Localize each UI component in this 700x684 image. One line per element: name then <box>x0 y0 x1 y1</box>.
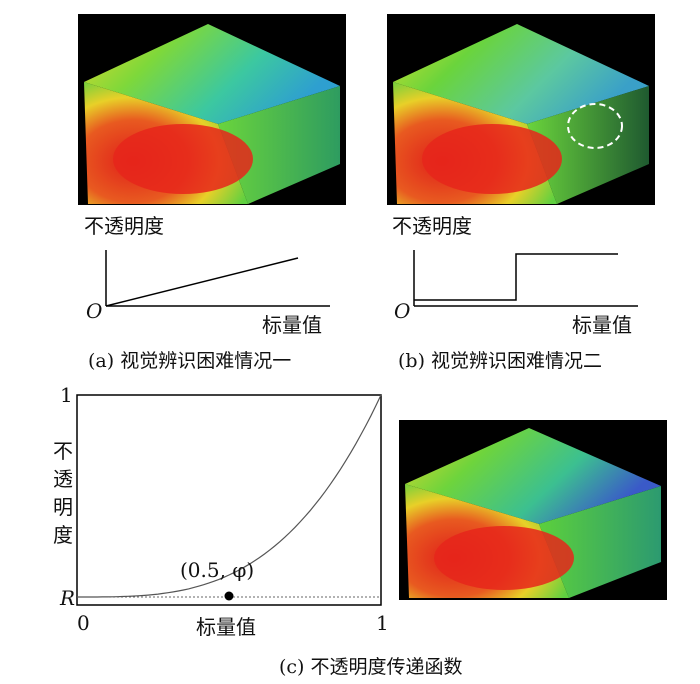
volume-render-b <box>387 14 655 205</box>
panel-c-y-label-char: 度 <box>53 523 73 547</box>
volume-render-b-image <box>393 24 649 204</box>
panel-b-x-label: 标量值 <box>572 313 632 337</box>
panel-c-y-label-char: 不 <box>53 439 73 463</box>
panel-c-x-tick-min: 0 <box>77 611 90 635</box>
panel-a-caption: (a) 视觉辨识困难情况一 <box>88 350 292 372</box>
panel-c-point-label: (0.5, φ) <box>180 558 255 582</box>
panel-c-point <box>224 591 234 601</box>
panel-c-y-label-char: 明 <box>53 495 73 519</box>
panel-c-x-label: 标量值 <box>196 615 256 639</box>
panel-c-x-tick-max: 1 <box>376 611 389 635</box>
volume-render-c-image <box>405 428 661 598</box>
panel-b-y-label: 不透明度 <box>392 214 472 238</box>
panel-c-caption: (c) 不透明度传递函数 <box>279 656 463 678</box>
panel-a-x-label: 标量值 <box>262 313 322 337</box>
panel-b-origin: O <box>394 299 411 323</box>
panel-c-sigmoid-curve <box>77 394 382 598</box>
panel-b-caption: (b) 视觉辨识困难情况二 <box>398 350 603 372</box>
panel-c-y-tick-R: R <box>60 586 76 610</box>
panel-c-y-tick-top: 1 <box>60 383 73 407</box>
volume-render-a-image <box>84 24 340 204</box>
panel-c-y-label-char: 透 <box>53 467 73 491</box>
panel-b-axes <box>413 250 638 307</box>
panel-b-step-curve <box>414 253 618 301</box>
panel-a-origin: O <box>86 299 103 323</box>
panel-c-plot <box>76 394 382 606</box>
panel-a-axes <box>105 250 330 307</box>
panel-a-y-label: 不透明度 <box>84 214 164 238</box>
volume-render-a <box>78 14 346 205</box>
volume-render-c <box>399 420 667 600</box>
panel-a-linear-curve <box>105 257 299 307</box>
highlight-ellipse <box>567 103 623 149</box>
